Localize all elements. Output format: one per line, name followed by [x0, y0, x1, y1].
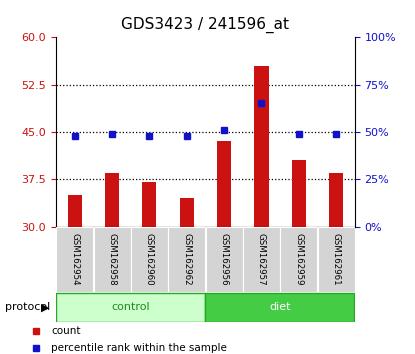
Bar	[56, 227, 93, 292]
Text: GSM162962: GSM162962	[182, 233, 191, 286]
Text: GSM162959: GSM162959	[294, 233, 303, 286]
Bar	[217, 141, 231, 227]
Bar	[142, 182, 156, 227]
Text: GSM162954: GSM162954	[70, 233, 79, 286]
Text: GSM162958: GSM162958	[107, 233, 117, 286]
Text: ▶: ▶	[41, 302, 49, 312]
Text: GSM162957: GSM162957	[257, 233, 266, 286]
Text: GSM162961: GSM162961	[332, 233, 341, 286]
Bar	[105, 173, 119, 227]
Bar	[56, 293, 205, 321]
Bar	[180, 198, 194, 227]
Bar	[205, 293, 354, 321]
Text: GSM162960: GSM162960	[145, 233, 154, 286]
Title: GDS3423 / 241596_at: GDS3423 / 241596_at	[122, 17, 289, 33]
Bar	[131, 227, 168, 292]
Text: GSM162956: GSM162956	[220, 233, 229, 286]
Text: percentile rank within the sample: percentile rank within the sample	[51, 343, 227, 353]
Bar	[93, 227, 131, 292]
Text: count: count	[51, 326, 81, 336]
Bar	[292, 160, 306, 227]
Bar	[280, 227, 317, 292]
Bar	[317, 227, 355, 292]
Bar	[243, 227, 280, 292]
Text: protocol: protocol	[5, 302, 50, 312]
Bar	[329, 173, 343, 227]
Bar	[205, 227, 243, 292]
Bar	[254, 65, 269, 227]
Bar	[68, 195, 82, 227]
Text: control: control	[111, 302, 150, 312]
Text: diet: diet	[269, 302, 291, 312]
Bar	[168, 227, 205, 292]
